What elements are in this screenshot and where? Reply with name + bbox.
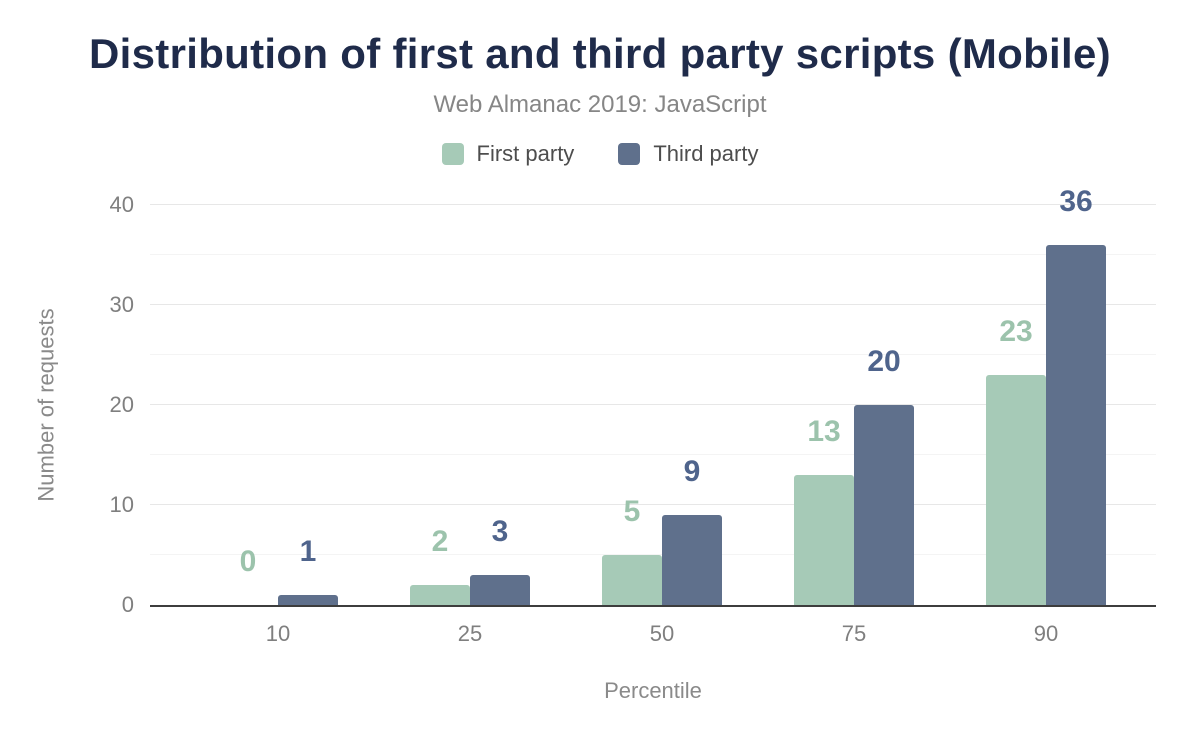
first-party-swatch-icon [441,143,464,165]
x-tick-label: 75 [841,621,867,646]
gridline [150,304,1156,305]
x-tick-label: 50 [649,621,675,646]
gridline [150,204,1156,205]
first-party-bar: 13 [794,417,854,605]
bar-group-90: 23 36 90 [946,187,1146,646]
bar-value-label: 36 [1059,185,1093,218]
legend: First party Third party [0,141,1200,167]
x-tick-label: 10 [265,621,291,646]
gridline [150,354,1156,355]
third-party-bar: 1 [278,537,338,605]
bar-group-50: 5 9 50 [562,205,762,646]
first-party-bar: 5 [602,497,662,605]
chart-subtitle: Web Almanac 2019: JavaScript [433,91,767,118]
gridline [150,454,1156,455]
bar-group-25: 2 3 25 [370,205,570,646]
y-tick-label: 20 [109,392,134,417]
chart-title: Distribution of first and third party sc… [89,30,1111,77]
bar-group-75: 13 20 75 [754,205,954,646]
third-party-swatch-icon [618,143,641,165]
plot-area: 0 10 20 30 40 0 1 10 2 3 25 5 9 50 13 20 75 23 36 90 [110,187,1156,646]
bar-value-label: 0 [239,545,257,578]
gridline [150,404,1156,405]
x-tick-label: 25 [457,621,483,646]
gridline [150,254,1156,255]
bar-value-label: 13 [807,415,841,448]
x-axis-title: Percentile [604,678,702,703]
legend-item-third-party: Third party [618,141,758,167]
bar-value-label: 1 [299,535,317,568]
legend-label-first-party: First party [476,141,575,166]
legend-label-third-party: Third party [653,141,759,166]
y-tick-label: 0 [121,592,134,617]
third-party-bar: 20 [854,347,914,605]
bar-value-label: 23 [999,315,1033,348]
bar-value-label: 2 [431,525,449,558]
y-tick-label: 40 [109,192,134,217]
legend-item-first-party: First party [441,141,575,167]
y-tick-label: 30 [109,292,134,317]
x-tick-label: 90 [1033,621,1059,646]
first-party-bar: 2 [410,527,470,605]
y-tick-label: 10 [109,492,134,517]
gridline [150,504,1156,505]
third-party-bar: 36 [1046,187,1106,605]
bar-value-label: 9 [683,455,701,488]
first-party-bar: 23 [986,317,1046,605]
bar-value-label: 20 [867,345,901,378]
gridline [150,554,1156,555]
bar-value-label: 3 [491,515,509,548]
third-party-bar: 9 [662,457,722,605]
y-axis-title: Number of requests [34,308,60,502]
third-party-bar: 3 [470,517,530,605]
bar-value-label: 5 [623,495,641,528]
bar-group-10: 0 1 10 [178,205,378,646]
